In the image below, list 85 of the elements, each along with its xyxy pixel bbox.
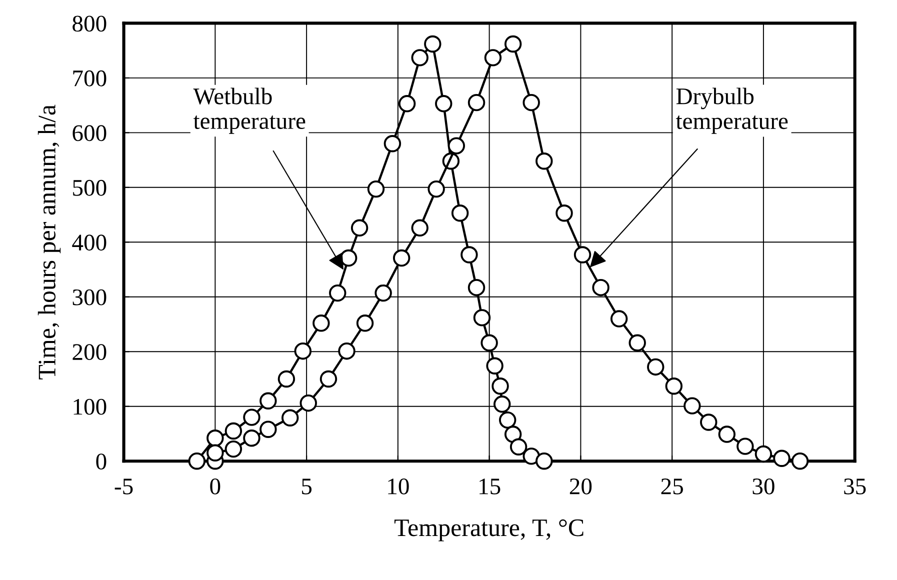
point <box>398 95 416 112</box>
y-tick-label: 100 <box>74 398 106 415</box>
point <box>340 249 358 267</box>
y-tick-label: 800 <box>72 16 106 32</box>
point <box>243 429 260 447</box>
point <box>384 135 402 152</box>
y-tick-label: 600 <box>72 125 106 142</box>
point <box>367 180 385 198</box>
point <box>665 377 683 395</box>
point <box>484 49 502 66</box>
x-tick-label: 10 <box>388 478 409 494</box>
point <box>522 448 540 465</box>
point <box>300 394 317 412</box>
point <box>610 310 628 328</box>
point <box>773 450 790 467</box>
point <box>486 357 504 374</box>
point <box>556 204 573 222</box>
x-tick-label: 15 <box>480 478 500 494</box>
x-tick-label: 0 <box>210 478 220 494</box>
point <box>206 429 224 447</box>
point <box>536 452 553 470</box>
point <box>281 409 299 426</box>
point <box>374 284 392 302</box>
point <box>480 334 498 352</box>
point <box>460 246 478 264</box>
point <box>260 420 277 438</box>
point <box>492 377 509 395</box>
x-tick-label: -5 <box>114 478 133 494</box>
y-tick-label: 300 <box>72 289 106 306</box>
point <box>188 452 206 470</box>
x-tick-label: 20 <box>570 478 592 494</box>
point <box>504 35 522 53</box>
point <box>468 278 486 296</box>
x-tick-label: 25 <box>661 478 683 494</box>
point <box>320 370 338 388</box>
point <box>498 411 516 429</box>
point <box>411 219 428 237</box>
point <box>329 284 346 302</box>
y-tick-label: 0 <box>96 454 106 470</box>
x-tick-label: 30 <box>752 478 774 494</box>
point <box>736 438 754 455</box>
point <box>791 452 809 470</box>
point <box>536 152 553 170</box>
point <box>574 246 592 264</box>
point <box>700 414 718 431</box>
point <box>647 358 664 376</box>
point <box>754 445 772 463</box>
point <box>493 396 511 413</box>
annotation: Wetbulb temperature <box>193 88 306 134</box>
point <box>224 440 242 458</box>
point <box>411 49 428 66</box>
point <box>356 314 374 332</box>
point <box>424 35 442 53</box>
point <box>592 278 610 296</box>
point <box>448 137 466 154</box>
x-tick-label: 35 <box>844 478 866 494</box>
point <box>435 95 452 112</box>
point <box>392 249 410 267</box>
point <box>428 180 445 198</box>
x-tick-label: 5 <box>302 478 312 494</box>
y-tick-label: 400 <box>72 234 106 251</box>
point <box>294 342 312 360</box>
y-tick-label: 200 <box>72 344 106 360</box>
point <box>338 342 356 360</box>
point <box>451 204 469 222</box>
point <box>522 94 540 112</box>
point <box>468 94 486 112</box>
point <box>473 309 491 326</box>
point <box>718 426 736 443</box>
point <box>206 444 224 462</box>
y-tick-label: 700 <box>73 70 106 86</box>
point <box>684 397 701 414</box>
y-axis-title: Time, hours per annum, h/a <box>38 104 61 380</box>
point <box>260 392 277 410</box>
annotation: Drybulb temperature <box>676 88 788 134</box>
y-tick-label: 500 <box>73 180 106 196</box>
point <box>510 438 528 456</box>
x-axis-title: Temperature, T, °C <box>394 519 584 542</box>
point <box>628 334 646 352</box>
point <box>278 370 296 388</box>
point <box>504 426 522 443</box>
point <box>350 219 368 237</box>
point <box>312 314 330 332</box>
point <box>224 422 242 440</box>
point <box>243 408 260 426</box>
